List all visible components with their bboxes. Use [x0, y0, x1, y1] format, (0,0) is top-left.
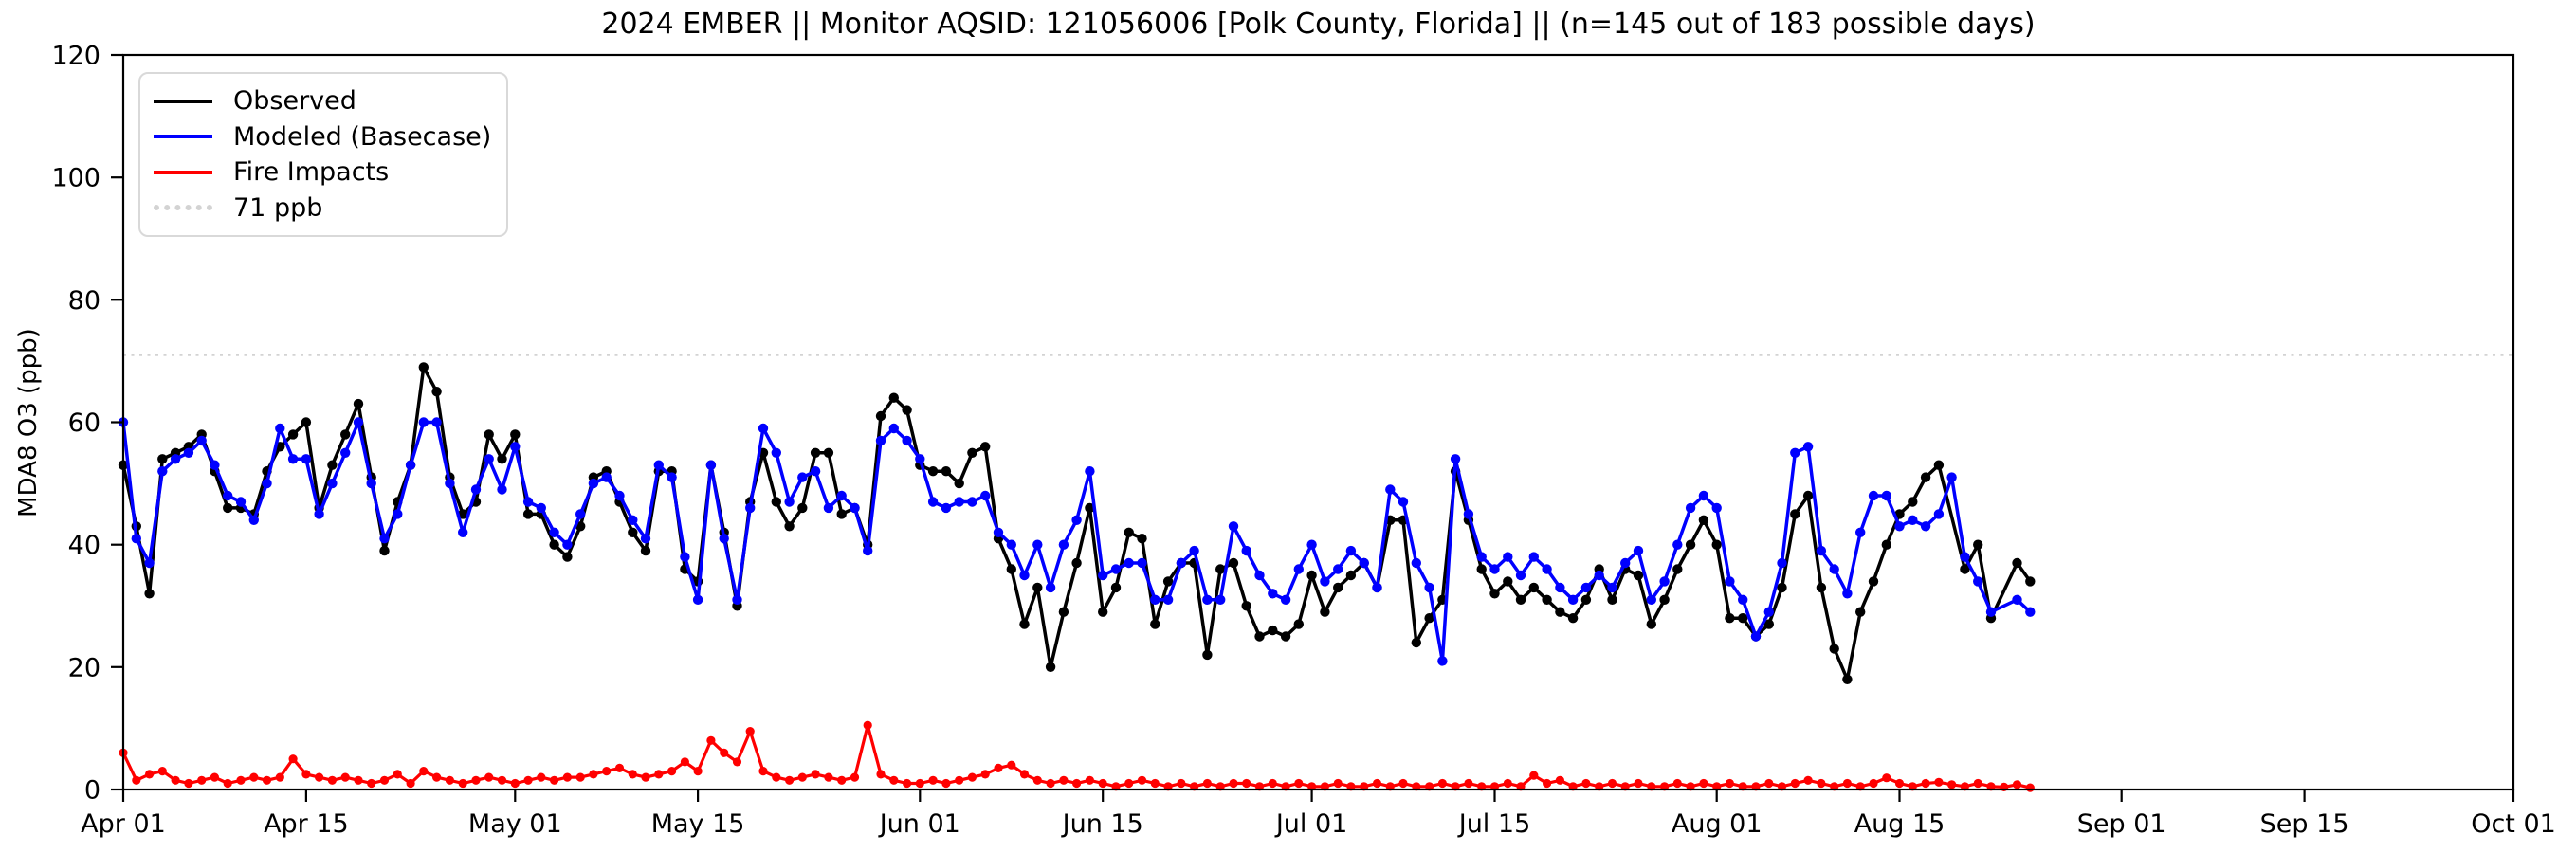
legend-item-71ppb: 71 ppb — [154, 191, 489, 227]
fire-impacts-line-swatch — [154, 170, 212, 174]
svg-text:60: 60 — [68, 408, 100, 438]
legend-item-modeled: Modeled (Basecase) — [154, 119, 492, 155]
legend-item-observed: Observed — [154, 83, 489, 119]
observed-line-swatch — [154, 99, 212, 103]
svg-text:80: 80 — [68, 286, 100, 316]
svg-text:Jul 15: Jul 15 — [1457, 809, 1531, 839]
legend-label: Fire Impacts — [233, 157, 390, 188]
svg-text:120: 120 — [51, 42, 100, 71]
svg-text:Oct 01: Oct 01 — [2471, 809, 2556, 839]
svg-text:Jun 15: Jun 15 — [1061, 809, 1143, 839]
svg-text:100: 100 — [51, 164, 100, 193]
legend-label: Observed — [233, 86, 356, 117]
svg-text:May 01: May 01 — [468, 809, 562, 839]
svg-text:Apr 01: Apr 01 — [81, 809, 166, 839]
legend-label: 71 ppb — [233, 192, 323, 223]
svg-text:Aug 01: Aug 01 — [1672, 809, 1763, 839]
legend-item-fire-impacts: Fire Impacts — [154, 154, 489, 191]
svg-text:Sep 15: Sep 15 — [2260, 809, 2349, 839]
svg-text:Aug 15: Aug 15 — [1854, 809, 1946, 839]
svg-text:20: 20 — [68, 653, 100, 682]
legend-label: Modeled (Basecase) — [233, 121, 492, 152]
modeled-line-swatch — [154, 135, 212, 139]
threshold-line-swatch — [154, 205, 212, 211]
svg-text:40: 40 — [68, 531, 100, 560]
svg-text:Sep 01: Sep 01 — [2077, 809, 2166, 839]
svg-text:0: 0 — [84, 776, 100, 806]
svg-text:Jun 01: Jun 01 — [878, 809, 960, 839]
svg-text:May 15: May 15 — [651, 809, 745, 839]
legend: Observed Modeled (Basecase) Fire Impacts… — [138, 72, 508, 237]
svg-text:Jul 01: Jul 01 — [1274, 809, 1348, 839]
chart-title: 2024 EMBER || Monitor AQSID: 121056006 [… — [601, 8, 2036, 41]
svg-text:Apr 15: Apr 15 — [264, 809, 349, 839]
